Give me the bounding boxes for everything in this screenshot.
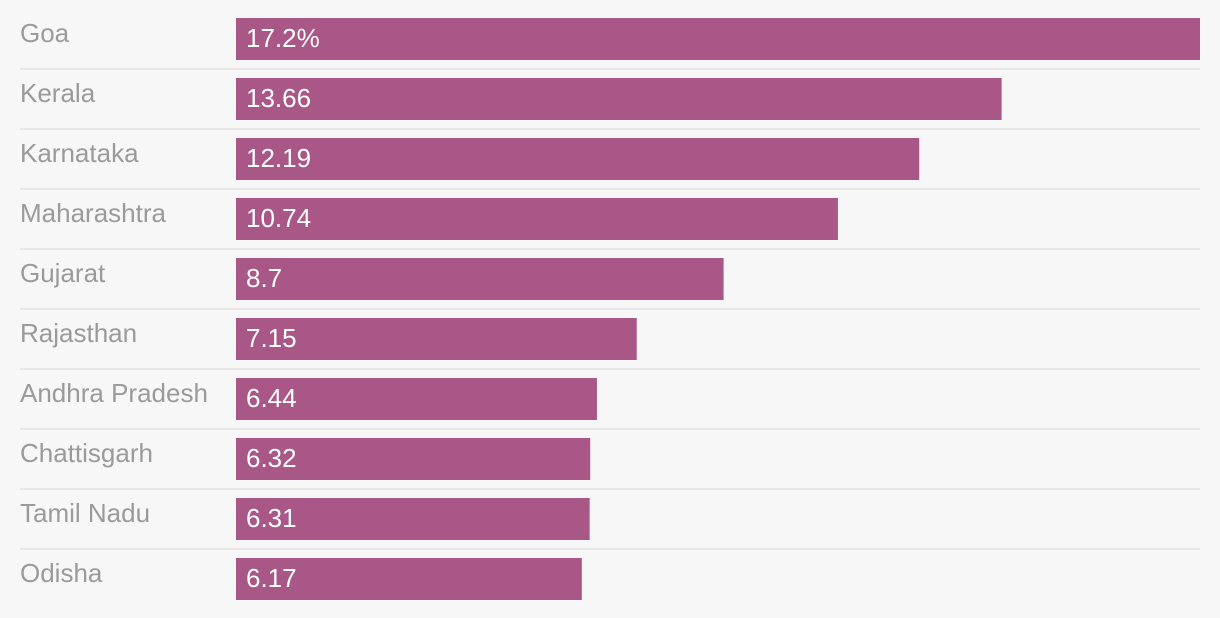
value-label: 8.7 [246,263,282,293]
category-label: Odisha [20,558,103,588]
bar-karnataka [236,138,920,180]
bar-odisha [236,558,582,600]
bar-andhra-pradesh [236,378,597,420]
bar-maharashtra [236,198,838,240]
bar-goa [236,18,1200,60]
category-label: Karnataka [20,138,139,168]
value-label: 6.17 [246,563,297,593]
category-label: Kerala [20,78,96,108]
value-label: 6.44 [246,383,297,413]
value-label: 17.2% [246,23,320,53]
category-label: Goa [20,18,70,48]
bar-tamil-nadu [236,498,590,540]
bar-rajasthan [236,318,637,360]
value-label: 7.15 [246,323,297,353]
category-label: Andhra Pradesh [20,378,208,408]
category-label: Maharashtra [20,198,166,228]
category-label: Chattisgarh [20,438,153,468]
bar-kerala [236,78,1002,120]
category-label: Rajasthan [20,318,137,348]
value-label: 6.32 [246,443,297,473]
category-label: Gujarat [20,258,106,288]
category-label: Tamil Nadu [20,498,150,528]
value-label: 12.19 [246,143,311,173]
value-label: 13.66 [246,83,311,113]
bar-chattisgarh [236,438,591,480]
value-label: 10.74 [246,203,311,233]
value-label: 6.31 [246,503,297,533]
bar-gujarat [236,258,724,300]
